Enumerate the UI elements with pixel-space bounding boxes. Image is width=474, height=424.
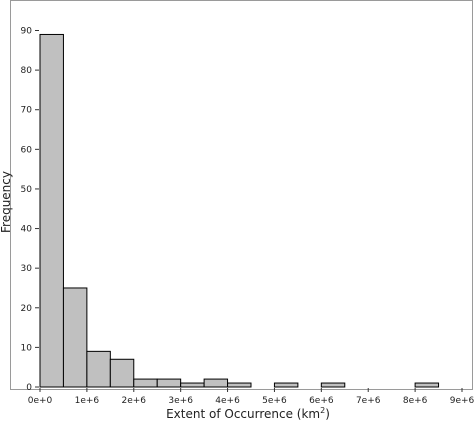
y-axis: 0 10 20 30 40 50 60 70 80 90 [21, 27, 39, 393]
histogram-bar-5 [156, 378, 182, 388]
y-tick-label-3: 30 [21, 264, 33, 274]
y-tick-label-9: 90 [21, 27, 33, 37]
x-tick-label-1: 1e+6 [75, 396, 100, 406]
x-tick-label-7: 7e+6 [356, 396, 381, 406]
y-tick-label-7: 70 [21, 106, 33, 116]
histogram-bar-7 [203, 378, 229, 388]
x-tick-label-8: 8e+6 [403, 396, 428, 406]
y-tick-label-4: 40 [21, 225, 33, 235]
x-tick-label-3: 3e+6 [168, 396, 193, 406]
x-tick-label-0: 0e+0 [28, 396, 53, 406]
x-axis-title: Extent of Occurrence (km2) [166, 406, 330, 421]
histogram-bar-1 [62, 287, 88, 388]
histogram-bar-2 [86, 350, 111, 388]
x-tick-label-6: 6e+6 [309, 396, 334, 406]
histogram-bar-0 [39, 33, 64, 388]
histogram-bar-3 [109, 358, 135, 388]
y-tick-label-1: 10 [21, 343, 33, 353]
x-tick-label-2: 2e+6 [122, 396, 147, 406]
y-tick-label-6: 60 [21, 145, 33, 155]
y-tick-label-8: 80 [21, 66, 33, 76]
x-tick-label-9: 9e+6 [450, 396, 474, 406]
histogram-bar-16 [414, 382, 440, 388]
x-tick-label-4: 4e+6 [215, 396, 240, 406]
histogram-bar-12 [320, 382, 346, 388]
histogram-bar-6 [180, 382, 205, 388]
plot-frame [10, 0, 473, 390]
y-axis-title: Frequency [0, 171, 13, 233]
y-tick-label-5: 50 [21, 185, 33, 195]
histogram-bar-8 [227, 382, 252, 388]
x-axis-title-superscript: 2 [320, 406, 325, 415]
x-axis-title-close: ) [325, 407, 330, 421]
y-tick-label-0: 0 [26, 383, 32, 393]
y-tick-label-2: 20 [21, 304, 33, 314]
histogram-bar-10 [273, 382, 299, 388]
bars-group [39, 33, 440, 388]
histogram-bar-4 [133, 378, 158, 388]
x-axis: 0e+0 1e+6 2e+6 3e+6 4e+6 5e+6 6e+6 7e+6 8e+6 9e+6 [28, 388, 474, 406]
x-tick-label-5: 5e+6 [262, 396, 287, 406]
